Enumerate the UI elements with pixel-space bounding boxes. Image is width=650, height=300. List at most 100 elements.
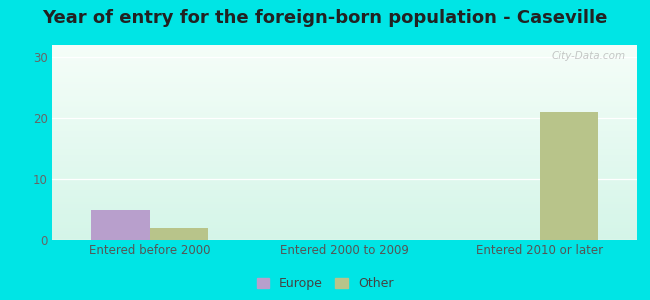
Bar (52, 168, 637, 169)
Bar (52, 172, 637, 173)
Bar (52, 146, 637, 147)
Bar (52, 147, 637, 148)
Bar (52, 237, 637, 238)
Bar (52, 173, 637, 174)
Bar (52, 183, 637, 184)
Bar (52, 170, 637, 171)
Bar (52, 228, 637, 229)
Bar (52, 101, 637, 103)
Bar (52, 100, 637, 101)
Bar (52, 239, 637, 240)
Bar (52, 108, 637, 109)
Bar (52, 186, 637, 187)
Bar (52, 187, 637, 188)
Bar (52, 57, 637, 58)
Bar (52, 53, 637, 54)
Bar (52, 47, 637, 48)
Bar (52, 56, 637, 57)
Bar (52, 128, 637, 129)
Bar (52, 224, 637, 225)
Bar (52, 45, 637, 46)
Bar (52, 131, 637, 132)
Bar (52, 238, 637, 239)
Bar (52, 78, 637, 79)
Bar (52, 123, 637, 124)
Bar (52, 120, 637, 121)
Bar (52, 70, 637, 71)
Bar (52, 90, 637, 91)
Bar (52, 104, 637, 105)
Bar (52, 174, 637, 175)
Bar (52, 115, 637, 116)
Bar (52, 80, 637, 81)
Bar (52, 48, 637, 49)
Bar (52, 176, 637, 177)
Bar (52, 220, 637, 221)
Bar (52, 79, 637, 80)
Bar (52, 133, 637, 134)
Bar (52, 197, 637, 198)
Bar (52, 190, 637, 191)
Bar (52, 135, 637, 136)
Bar (52, 234, 637, 235)
Bar (52, 156, 637, 157)
Bar (52, 229, 637, 230)
Bar (52, 157, 637, 158)
Bar (52, 77, 637, 78)
Bar (52, 121, 637, 122)
Bar (150, 228, 208, 240)
Bar (52, 201, 637, 202)
Bar (52, 119, 637, 120)
Bar (52, 232, 637, 233)
Bar (52, 162, 637, 163)
Bar (52, 231, 637, 232)
Bar (52, 225, 637, 226)
Bar (52, 88, 637, 89)
Bar (52, 167, 637, 168)
Text: City-Data.com: City-Data.com (551, 51, 625, 61)
Bar (52, 84, 637, 85)
Bar (52, 73, 637, 74)
Bar (52, 132, 637, 133)
Bar (52, 129, 637, 130)
Bar (52, 54, 637, 55)
Bar (52, 196, 637, 197)
Bar (52, 204, 637, 205)
Bar (52, 55, 637, 56)
Bar (52, 194, 637, 195)
Bar (52, 178, 637, 179)
Bar (52, 192, 637, 193)
Bar (52, 81, 637, 82)
Bar (52, 72, 637, 73)
Bar (52, 236, 637, 237)
Bar (52, 125, 637, 126)
Bar (52, 140, 637, 142)
Bar (52, 226, 637, 227)
Bar (52, 138, 637, 139)
Bar (52, 152, 637, 153)
Bar (52, 113, 637, 114)
Bar (52, 177, 637, 178)
Bar (52, 82, 637, 83)
Bar (52, 49, 637, 50)
Bar (52, 59, 637, 60)
Bar (52, 112, 637, 113)
Bar (52, 182, 637, 183)
Bar (52, 103, 637, 104)
Bar (52, 155, 637, 156)
Bar (52, 96, 637, 97)
Bar (52, 107, 637, 108)
Legend: Europe, Other: Europe, Other (253, 273, 397, 294)
Bar (52, 46, 637, 47)
Bar (52, 61, 637, 62)
Bar (52, 93, 637, 94)
Bar (52, 149, 637, 150)
Bar (52, 214, 637, 215)
Bar (52, 215, 637, 216)
Bar (52, 154, 637, 155)
Bar (52, 139, 637, 140)
Bar (52, 189, 637, 190)
Bar (52, 223, 637, 224)
Bar (52, 203, 637, 204)
Bar (52, 207, 637, 208)
